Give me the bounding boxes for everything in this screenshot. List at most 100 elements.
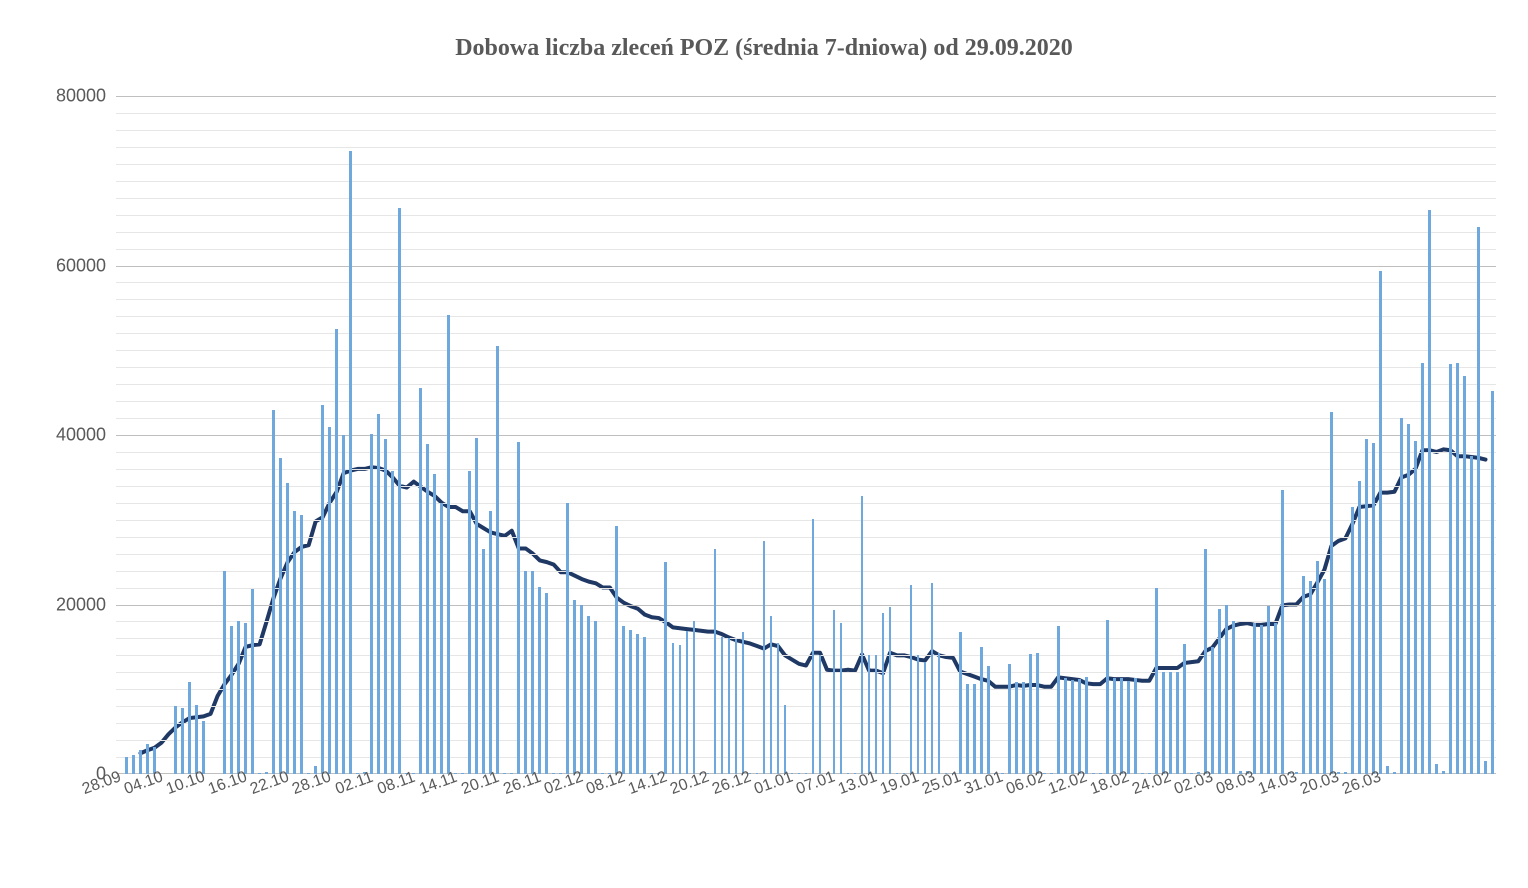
bar — [679, 645, 682, 774]
bar — [132, 755, 135, 774]
grid-minor — [116, 401, 1496, 402]
bar — [1316, 561, 1319, 774]
bar — [973, 684, 976, 774]
grid-minor — [116, 130, 1496, 131]
bar — [496, 346, 499, 774]
bar — [1393, 772, 1396, 774]
bar — [258, 773, 261, 774]
bar — [139, 750, 142, 774]
bar — [475, 438, 478, 774]
bar — [321, 405, 324, 774]
bar — [419, 388, 422, 774]
bar — [1421, 363, 1424, 774]
bar — [615, 526, 618, 774]
bar — [672, 643, 675, 774]
bar — [440, 503, 443, 774]
grid-minor — [116, 333, 1496, 334]
bar — [1071, 680, 1074, 774]
bar — [566, 503, 569, 774]
bar — [756, 773, 759, 774]
bar — [251, 589, 254, 774]
grid-minor — [116, 316, 1496, 317]
bar — [819, 655, 822, 774]
bar — [868, 655, 871, 774]
bar — [987, 666, 990, 774]
bar — [938, 653, 941, 774]
bar — [1351, 507, 1354, 774]
bar — [1358, 481, 1361, 774]
bar — [195, 705, 198, 774]
bar — [833, 610, 836, 774]
bar — [1232, 621, 1235, 774]
bar — [342, 435, 345, 774]
bar — [328, 427, 331, 774]
bar — [1386, 766, 1389, 774]
bar — [300, 515, 303, 774]
bar — [230, 626, 233, 774]
bar — [482, 549, 485, 774]
bar — [1407, 424, 1410, 774]
bar — [1127, 681, 1130, 774]
bar — [1078, 679, 1081, 774]
bar — [917, 655, 920, 774]
bar — [1155, 588, 1158, 774]
bar — [1267, 606, 1270, 774]
bar — [861, 496, 864, 774]
grid-minor — [116, 113, 1496, 114]
bar — [1036, 653, 1039, 774]
bar — [489, 511, 492, 774]
bar — [524, 571, 527, 774]
grid-major — [116, 96, 1496, 97]
bar — [875, 655, 878, 774]
bar — [349, 151, 352, 774]
bar — [777, 643, 780, 774]
bar — [580, 605, 583, 775]
bar — [728, 638, 731, 774]
bar — [1211, 647, 1214, 774]
bar — [1414, 441, 1417, 774]
bar — [1470, 456, 1473, 774]
bar — [531, 571, 534, 774]
grid-minor — [116, 147, 1496, 148]
bar — [910, 585, 913, 774]
bar — [1092, 773, 1095, 774]
bar — [538, 587, 541, 774]
bar — [980, 647, 983, 774]
bar — [1106, 620, 1109, 774]
bar — [370, 434, 373, 774]
bar — [882, 613, 885, 774]
grid-minor — [116, 164, 1496, 165]
ytick-label: 20000 — [16, 594, 106, 615]
bar — [959, 632, 962, 774]
bar — [391, 471, 394, 774]
bar — [468, 471, 471, 774]
bar — [1015, 682, 1018, 774]
bar — [1134, 678, 1137, 774]
bar — [1372, 443, 1375, 774]
bar — [174, 706, 177, 774]
grid-minor — [116, 232, 1496, 233]
bar — [125, 757, 128, 774]
bar — [1008, 664, 1011, 774]
bar — [1456, 363, 1459, 774]
grid-minor — [116, 282, 1496, 283]
bar — [1435, 764, 1438, 774]
bar — [622, 626, 625, 774]
bar — [1484, 761, 1487, 774]
bar — [461, 773, 464, 774]
ytick-label: 60000 — [16, 255, 106, 276]
bar — [770, 616, 773, 774]
chart-container: Dobowa liczba zleceń POZ (średnia 7-dnio… — [0, 0, 1528, 888]
bar — [931, 583, 934, 774]
grid-minor — [116, 299, 1496, 300]
bar — [763, 541, 766, 774]
bar — [889, 607, 892, 774]
bar — [798, 773, 801, 774]
bar — [279, 458, 282, 774]
bar — [244, 623, 247, 774]
bar — [1064, 678, 1067, 774]
bar — [1281, 490, 1284, 774]
bar — [1400, 418, 1403, 774]
bar — [643, 637, 646, 774]
bar — [1183, 644, 1186, 775]
